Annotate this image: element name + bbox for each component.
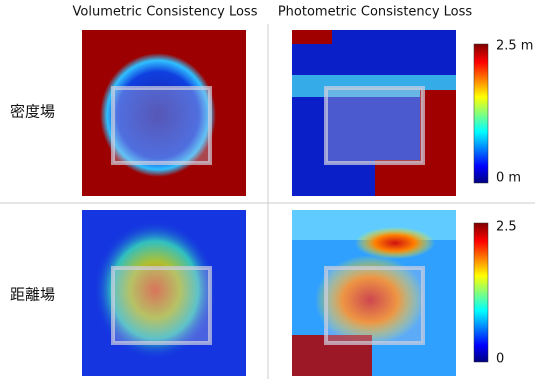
colorbar-max: 2.5 m xyxy=(496,39,533,54)
figure: Volumetric Consistency Loss Photometric … xyxy=(0,0,535,379)
heatmap xyxy=(292,210,456,376)
colorbar xyxy=(474,44,488,183)
heatmap xyxy=(82,210,246,376)
row-label: 密度場 xyxy=(10,103,55,121)
row-label: 距離場 xyxy=(10,286,55,304)
heatmap xyxy=(292,30,456,196)
heatmap xyxy=(82,30,246,196)
column-title: Volumetric Consistency Loss xyxy=(73,5,258,20)
colorbar xyxy=(474,223,488,362)
colorbar-min: 0 xyxy=(496,352,504,367)
column-title: Photometric Consistency Loss xyxy=(278,5,473,20)
colorbar-min: 0 m xyxy=(496,171,521,186)
colorbar-max: 2.5 xyxy=(496,220,517,235)
